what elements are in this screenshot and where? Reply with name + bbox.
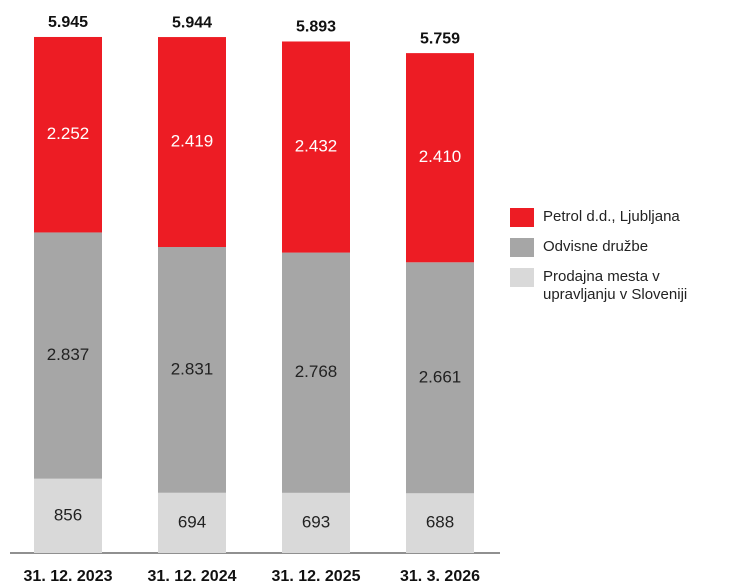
x-tick-label: 31. 12. 2023	[24, 568, 113, 585]
total-label: 5.759	[420, 30, 460, 47]
legend: Petrol d.d., Ljubljana Odvisne družbe Prod…	[510, 208, 749, 315]
value-label: 2.419	[171, 132, 214, 151]
value-label: 856	[54, 505, 82, 524]
legend-item: Petrol d.d., Ljubljana	[510, 208, 749, 227]
bar-segment	[34, 36, 102, 233]
bar-segment	[158, 247, 226, 493]
value-label: 2.661	[419, 367, 462, 386]
x-tick-label: 31. 12. 2025	[272, 568, 361, 585]
bar-segment	[282, 492, 350, 553]
value-label: 694	[178, 512, 206, 531]
value-label: 2.252	[47, 124, 90, 143]
value-label: 2.432	[295, 137, 338, 156]
legend-swatch	[510, 268, 534, 287]
bar-segment	[282, 252, 350, 493]
value-label: 688	[426, 513, 454, 532]
legend-label: Odvisne družbe	[543, 238, 649, 255]
total-label: 5.945	[48, 14, 88, 31]
legend-item: Prodajna mesta v upravljanju v Sloveniji	[510, 268, 749, 304]
legend-label: Petrol d.d., Ljubljana	[543, 208, 680, 225]
legend-swatch	[510, 208, 534, 227]
bar-segment	[34, 232, 102, 479]
value-label: 2.410	[419, 147, 462, 166]
legend-item: Odvisne družbe	[510, 238, 749, 257]
total-label: 5.944	[172, 14, 212, 31]
legend-swatch	[510, 238, 534, 257]
bar-segment	[406, 493, 474, 553]
x-tick-label: 31. 12. 2024	[148, 568, 237, 585]
bar-segment	[158, 37, 226, 248]
value-label: 2.837	[47, 345, 90, 364]
bar-segment	[158, 492, 226, 553]
value-label: 693	[302, 512, 330, 531]
legend-label: Prodajna mesta v upravljanju v Sloveniji	[543, 268, 688, 303]
bar-segment	[406, 53, 474, 263]
bar-segment	[34, 478, 102, 553]
value-label: 2.768	[295, 362, 338, 381]
x-tick-label: 31. 3. 2026	[400, 568, 480, 585]
total-label: 5.893	[296, 19, 336, 36]
bar-segment	[406, 262, 474, 494]
value-label: 2.831	[171, 359, 214, 378]
bar-segment	[282, 41, 350, 253]
